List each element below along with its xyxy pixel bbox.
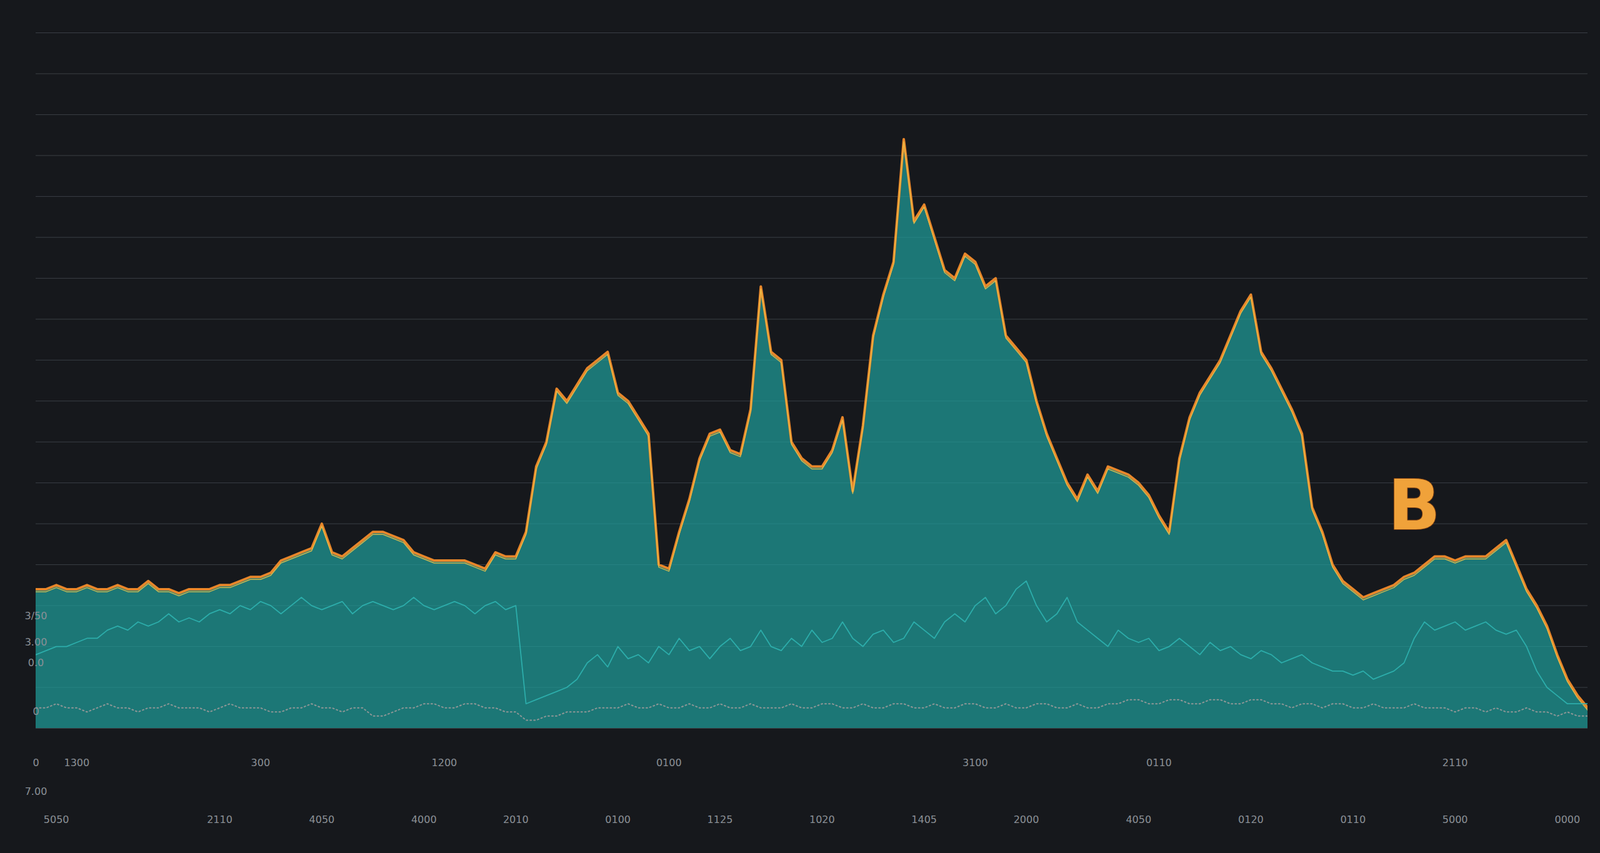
svg-text:0110: 0110 xyxy=(1340,813,1366,826)
svg-text:3.00: 3.00 xyxy=(10,636,33,649)
svg-text:0120: 0120 xyxy=(1238,813,1264,826)
svg-text:0100: 0100 xyxy=(605,813,631,826)
svg-text:7.00: 7.00 xyxy=(24,785,48,798)
svg-text:5000: 5000 xyxy=(1442,813,1469,826)
svg-text:0000: 0000 xyxy=(1554,813,1580,826)
svg-text:4050: 4050 xyxy=(309,813,335,826)
svg-text:0: 0 xyxy=(25,756,32,769)
svg-text:4050: 4050 xyxy=(1125,813,1152,826)
svg-text:3/50: 3/50 xyxy=(24,609,48,622)
svg-text:3100: 3100 xyxy=(962,756,989,769)
svg-text:B: B xyxy=(1388,465,1441,546)
svg-text:0.0: 0.0 xyxy=(28,656,44,669)
svg-text:1300: 1300 xyxy=(63,756,90,769)
svg-text:2000: 2000 xyxy=(1013,813,1040,826)
svg-text:0: 0 xyxy=(32,756,39,769)
svg-text:0: 0 xyxy=(32,705,39,718)
svg-text:1200: 1200 xyxy=(431,756,458,769)
svg-text:0: 0 xyxy=(25,705,32,718)
svg-text:0110: 0110 xyxy=(1146,756,1172,769)
svg-text:2010: 2010 xyxy=(503,813,529,826)
svg-text:0100: 0100 xyxy=(656,756,682,769)
svg-text:300: 300 xyxy=(251,756,271,769)
svg-text:1020: 1020 xyxy=(809,813,835,826)
svg-text:3.00: 3.00 xyxy=(24,636,48,649)
svg-text:1405: 1405 xyxy=(911,813,937,826)
svg-text:2110: 2110 xyxy=(1442,756,1469,769)
svg-text:2110: 2110 xyxy=(206,813,233,826)
svg-text:5050: 5050 xyxy=(43,813,70,826)
svg-text:4000: 4000 xyxy=(411,813,437,826)
svg-text:1125: 1125 xyxy=(707,813,734,826)
svg-text:0.0: 0.0 xyxy=(16,656,32,669)
svg-text:7.00: 7.00 xyxy=(10,785,33,798)
svg-text:3/50: 3/50 xyxy=(10,610,33,622)
